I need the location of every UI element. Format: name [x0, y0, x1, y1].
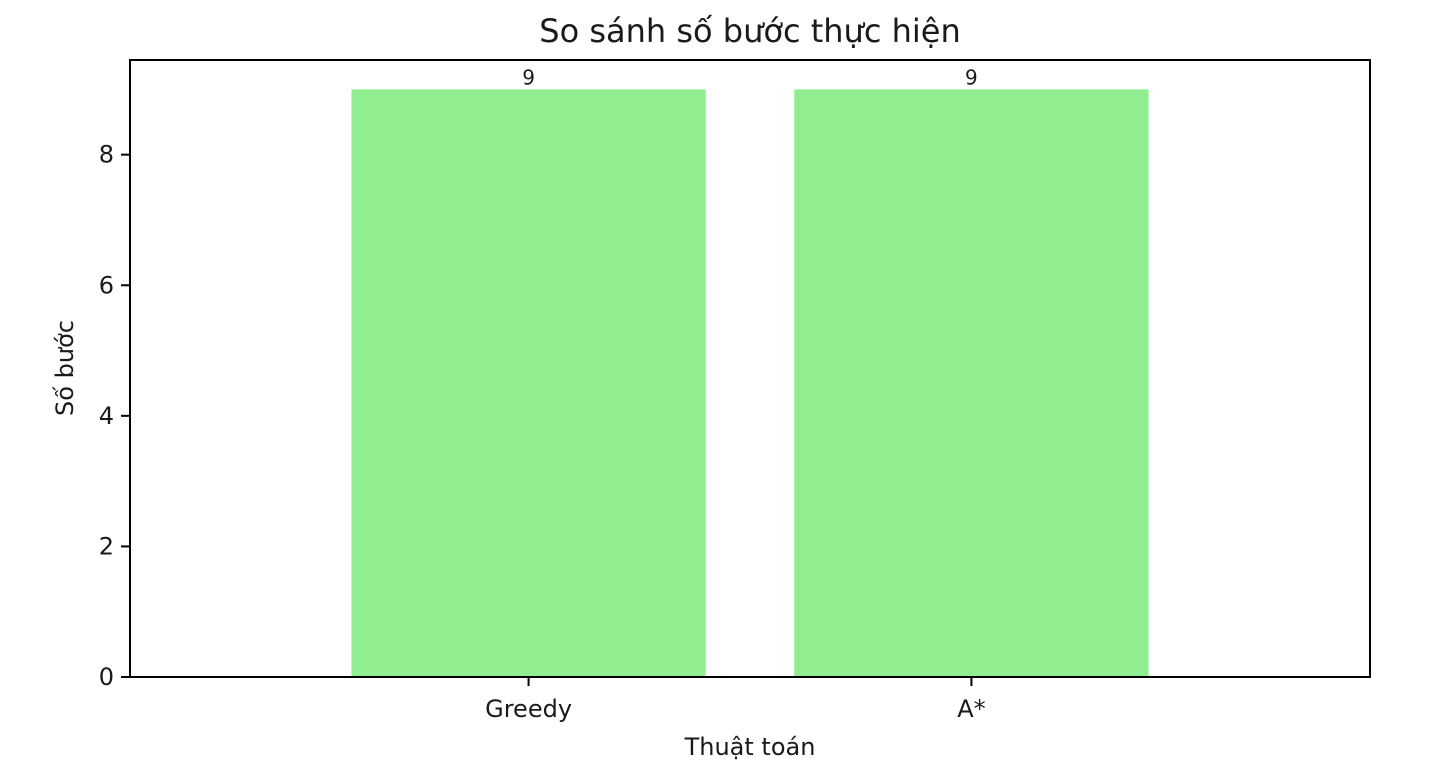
y-tick-label: 6 [99, 271, 114, 299]
x-tick-label: Greedy [485, 695, 572, 723]
y-tick-label: 4 [99, 402, 114, 430]
bar-greedy [351, 89, 706, 677]
y-tick-label: 0 [99, 663, 114, 691]
bar-value-label: 9 [522, 65, 535, 89]
chart-title: So sánh số bước thực hiện [539, 12, 960, 50]
x-tick-label: A* [957, 695, 985, 723]
bar-aastar [794, 89, 1149, 677]
y-axis-label: Số bước [51, 320, 79, 416]
plot-frame [129, 59, 1371, 678]
x-axis-label: Thuật toán [684, 733, 816, 761]
y-tick-label: 8 [99, 141, 114, 169]
y-tick-label: 2 [99, 532, 114, 560]
ticks-layer: Greedy A* 0 2 4 6 8 [99, 141, 986, 723]
bar-value-label: 9 [965, 65, 978, 89]
